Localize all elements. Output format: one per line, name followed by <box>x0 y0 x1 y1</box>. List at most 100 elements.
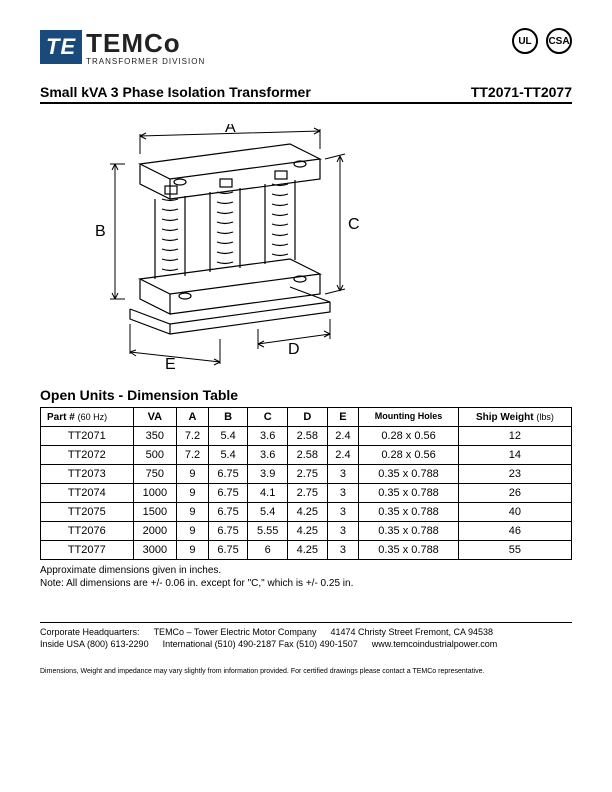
cell-b: 6.75 <box>208 484 248 503</box>
footer-intl: International (510) 490-2187 Fax (510) 4… <box>163 639 358 651</box>
cell-sw: 12 <box>458 427 571 446</box>
col-ship-weight: Ship Weight (lbs) <box>458 408 571 427</box>
cell-d: 2.75 <box>288 484 328 503</box>
logo: TE TEMCo TRANSFORMER DIVISION <box>40 28 205 66</box>
cell-d: 4.25 <box>288 503 328 522</box>
table-row: TT2074100096.754.12.7530.35 x 0.78826 <box>41 484 572 503</box>
cell-c: 5.4 <box>248 503 288 522</box>
col-a: A <box>177 408 209 427</box>
cell-e: 3 <box>327 465 359 484</box>
dim-label-e: E <box>165 356 176 373</box>
footer-company: TEMCo – Tower Electric Motor Company <box>154 627 317 639</box>
cell-b: 6.75 <box>208 522 248 541</box>
table-header-row: Part # (60 Hz) VA A B C D E Mounting Hol… <box>41 408 572 427</box>
cell-b: 5.4 <box>208 427 248 446</box>
cell-va: 3000 <box>133 541 177 560</box>
col-e: E <box>327 408 359 427</box>
col-part: Part # (60 Hz) <box>41 408 134 427</box>
transformer-diagram: A B C D E <box>70 124 572 379</box>
cell-e: 3 <box>327 484 359 503</box>
table-title: Open Units - Dimension Table <box>40 387 572 403</box>
cell-part: TT2071 <box>41 427 134 446</box>
cell-mh: 0.35 x 0.788 <box>359 522 459 541</box>
logo-text: TEMCo TRANSFORMER DIVISION <box>86 28 205 66</box>
cell-e: 3 <box>327 522 359 541</box>
cell-part: TT2074 <box>41 484 134 503</box>
cell-sw: 26 <box>458 484 571 503</box>
cell-e: 3 <box>327 541 359 560</box>
col-c: C <box>248 408 288 427</box>
cell-mh: 0.28 x 0.56 <box>359 446 459 465</box>
footer: Corporate Headquarters: TEMCo – Tower El… <box>40 622 572 650</box>
product-title: Small kVA 3 Phase Isolation Transformer <box>40 84 311 100</box>
cell-c: 3.6 <box>248 446 288 465</box>
cell-sw: 46 <box>458 522 571 541</box>
cell-va: 750 <box>133 465 177 484</box>
cell-e: 2.4 <box>327 446 359 465</box>
ul-icon: UL <box>512 28 538 54</box>
cell-va: 350 <box>133 427 177 446</box>
cell-va: 2000 <box>133 522 177 541</box>
table-row: TT207375096.753.92.7530.35 x 0.78823 <box>41 465 572 484</box>
title-row: Small kVA 3 Phase Isolation Transformer … <box>40 84 572 104</box>
logo-subtitle: TRANSFORMER DIVISION <box>86 57 205 66</box>
header: TE TEMCo TRANSFORMER DIVISION UL CSA <box>40 28 572 66</box>
cell-va: 500 <box>133 446 177 465</box>
col-b: B <box>208 408 248 427</box>
cell-b: 6.75 <box>208 541 248 560</box>
dim-label-b: B <box>95 223 106 240</box>
cell-e: 2.4 <box>327 427 359 446</box>
footer-web: www.temcoindustrialpower.com <box>372 639 498 651</box>
cell-sw: 40 <box>458 503 571 522</box>
cell-part: TT2072 <box>41 446 134 465</box>
footer-hq-label: Corporate Headquarters: <box>40 627 140 639</box>
cell-va: 1500 <box>133 503 177 522</box>
cell-b: 5.4 <box>208 446 248 465</box>
logo-name: TEMCo <box>86 28 205 59</box>
cell-e: 3 <box>327 503 359 522</box>
cell-part: TT2076 <box>41 522 134 541</box>
cell-mh: 0.35 x 0.788 <box>359 484 459 503</box>
cell-part: TT2075 <box>41 503 134 522</box>
cell-c: 6 <box>248 541 288 560</box>
cell-c: 5.55 <box>248 522 288 541</box>
footer-phone: Inside USA (800) 613-2290 <box>40 639 149 651</box>
cell-sw: 55 <box>458 541 571 560</box>
cell-va: 1000 <box>133 484 177 503</box>
cell-part: TT2073 <box>41 465 134 484</box>
col-d: D <box>288 408 328 427</box>
col-va: VA <box>133 408 177 427</box>
dim-label-a: A <box>225 124 236 136</box>
disclaimer: Dimensions, Weight and impedance may var… <box>40 668 572 675</box>
cell-mh: 0.28 x 0.56 <box>359 427 459 446</box>
note-tolerance: Note: All dimensions are +/- 0.06 in. ex… <box>40 577 572 590</box>
dim-label-d: D <box>288 341 300 358</box>
note-approx: Approximate dimensions given in inches. <box>40 564 572 577</box>
table-row: TT2076200096.755.554.2530.35 x 0.78846 <box>41 522 572 541</box>
part-range: TT2071-TT2077 <box>471 84 572 100</box>
cell-d: 2.58 <box>288 446 328 465</box>
cell-mh: 0.35 x 0.788 <box>359 503 459 522</box>
cell-c: 3.9 <box>248 465 288 484</box>
cell-a: 9 <box>177 541 209 560</box>
cell-d: 4.25 <box>288 522 328 541</box>
cell-d: 2.58 <box>288 427 328 446</box>
cell-mh: 0.35 x 0.788 <box>359 541 459 560</box>
cell-c: 3.6 <box>248 427 288 446</box>
table-row: TT20725007.25.43.62.582.40.28 x 0.5614 <box>41 446 572 465</box>
notes: Approximate dimensions given in inches. … <box>40 564 572 590</box>
certification-icons: UL CSA <box>512 28 572 54</box>
dimension-table: Part # (60 Hz) VA A B C D E Mounting Hol… <box>40 407 572 560</box>
cell-sw: 23 <box>458 465 571 484</box>
cell-d: 4.25 <box>288 541 328 560</box>
cell-a: 7.2 <box>177 427 209 446</box>
table-row: TT2077300096.7564.2530.35 x 0.78855 <box>41 541 572 560</box>
cell-a: 9 <box>177 503 209 522</box>
footer-address: 41474 Christy Street Fremont, CA 94538 <box>330 627 493 639</box>
cell-c: 4.1 <box>248 484 288 503</box>
cell-sw: 14 <box>458 446 571 465</box>
dim-label-c: C <box>348 216 360 233</box>
cell-a: 7.2 <box>177 446 209 465</box>
cell-b: 6.75 <box>208 465 248 484</box>
cell-mh: 0.35 x 0.788 <box>359 465 459 484</box>
